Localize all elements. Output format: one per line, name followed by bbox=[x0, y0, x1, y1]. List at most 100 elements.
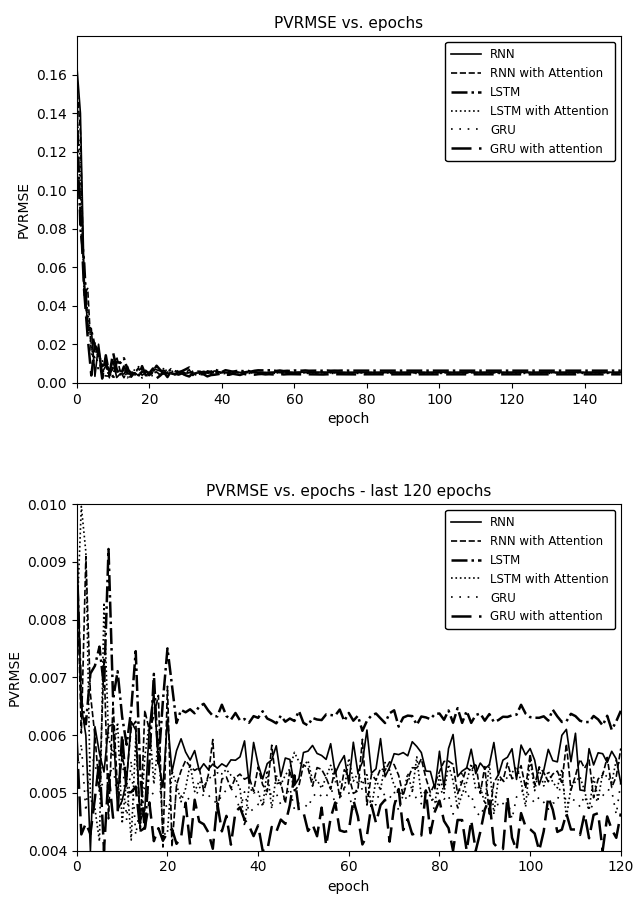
RNN bbox=[73, 60, 81, 71]
RNN bbox=[585, 743, 593, 754]
RNN with Attention bbox=[406, 367, 414, 378]
LSTM bbox=[406, 366, 414, 376]
RNN with Attention bbox=[458, 367, 465, 378]
RNN with Attention bbox=[159, 842, 167, 853]
GRU bbox=[610, 368, 618, 379]
LSTM with Attention bbox=[610, 367, 618, 378]
Line: GRU with attention: GRU with attention bbox=[77, 734, 621, 851]
LSTM bbox=[132, 646, 140, 657]
RNN bbox=[113, 372, 120, 383]
RNN bbox=[458, 367, 465, 377]
GRU bbox=[269, 368, 276, 379]
Title: PVRMSE vs. epochs: PVRMSE vs. epochs bbox=[274, 16, 424, 31]
RNN with Attention bbox=[422, 773, 429, 784]
RNN with Attention bbox=[132, 716, 140, 727]
RNN with Attention bbox=[120, 372, 128, 383]
GRU with attention bbox=[269, 369, 276, 380]
RNN bbox=[421, 367, 429, 377]
LSTM with Attention bbox=[617, 367, 625, 378]
GRU with attention bbox=[422, 785, 429, 795]
RNN with Attention bbox=[589, 792, 597, 803]
RNN with Attention bbox=[617, 367, 625, 378]
Line: LSTM with Attention: LSTM with Attention bbox=[77, 113, 621, 377]
GRU bbox=[313, 787, 321, 798]
RNN with Attention bbox=[73, 565, 81, 576]
GRU with attention bbox=[610, 369, 618, 380]
GRU bbox=[73, 127, 81, 138]
LSTM bbox=[422, 712, 429, 723]
Line: GRU: GRU bbox=[77, 744, 621, 835]
LSTM bbox=[73, 553, 81, 564]
LSTM with Attention bbox=[406, 367, 414, 378]
RNN bbox=[132, 725, 140, 736]
RNN with Attention bbox=[610, 367, 618, 378]
RNN with Attention bbox=[209, 734, 216, 745]
LSTM bbox=[105, 544, 113, 555]
RNN bbox=[204, 764, 212, 775]
GRU with attention bbox=[617, 808, 625, 819]
LSTM with Attention bbox=[458, 367, 465, 378]
Line: RNN with Attention: RNN with Attention bbox=[77, 557, 621, 847]
RNN with Attention bbox=[341, 367, 349, 378]
GRU bbox=[449, 809, 457, 820]
LSTM bbox=[141, 825, 148, 836]
LSTM with Attention bbox=[313, 775, 321, 786]
GRU with attention bbox=[136, 825, 144, 836]
GRU with attention bbox=[341, 369, 349, 380]
RNN bbox=[445, 743, 452, 754]
RNN with Attention bbox=[421, 367, 429, 378]
GRU bbox=[617, 776, 625, 787]
LSTM with Attention bbox=[136, 822, 144, 833]
LSTM with Attention bbox=[617, 759, 625, 770]
LSTM bbox=[209, 710, 216, 721]
GRU bbox=[341, 368, 349, 379]
RNN with Attention bbox=[82, 551, 90, 562]
GRU bbox=[136, 800, 144, 811]
RNN with Attention bbox=[449, 759, 457, 770]
LSTM with Attention bbox=[95, 836, 103, 847]
GRU bbox=[406, 368, 414, 379]
LSTM with Attention bbox=[77, 501, 85, 512]
LSTM with Attention bbox=[73, 617, 81, 628]
Line: RNN: RNN bbox=[77, 65, 621, 377]
RNN bbox=[341, 367, 349, 377]
LSTM bbox=[617, 705, 625, 716]
GRU with attention bbox=[449, 845, 457, 856]
RNN with Attention bbox=[269, 367, 276, 378]
GRU with attention bbox=[99, 373, 106, 384]
Legend: RNN, RNN with Attention, LSTM, LSTM with Attention, GRU, GRU with attention: RNN, RNN with Attention, LSTM, LSTM with… bbox=[445, 510, 615, 629]
GRU with attention bbox=[209, 843, 216, 854]
GRU with attention bbox=[617, 369, 625, 380]
LSTM with Attention bbox=[73, 108, 81, 119]
GRU bbox=[73, 775, 81, 786]
RNN bbox=[73, 539, 81, 550]
X-axis label: epoch: epoch bbox=[328, 880, 370, 894]
GRU bbox=[458, 368, 465, 379]
GRU bbox=[209, 795, 216, 806]
GRU with attention bbox=[118, 729, 126, 739]
Y-axis label: PVRMSE: PVRMSE bbox=[8, 649, 22, 706]
RNN with Attention bbox=[617, 743, 625, 754]
RNN bbox=[269, 367, 276, 377]
GRU bbox=[132, 830, 140, 841]
Line: LSTM: LSTM bbox=[77, 103, 621, 376]
RNN bbox=[617, 778, 625, 789]
LSTM with Attention bbox=[269, 367, 276, 378]
LSTM bbox=[589, 710, 597, 721]
LSTM with Attention bbox=[449, 776, 457, 786]
LSTM bbox=[421, 366, 429, 376]
RNN bbox=[610, 367, 618, 377]
Line: RNN with Attention: RNN with Attention bbox=[77, 84, 621, 377]
LSTM with Attention bbox=[421, 367, 429, 378]
LSTM with Attention bbox=[589, 772, 597, 783]
GRU bbox=[421, 368, 429, 379]
LSTM bbox=[610, 366, 618, 376]
LSTM bbox=[73, 98, 81, 109]
LSTM bbox=[313, 714, 321, 725]
LSTM with Attention bbox=[209, 771, 216, 782]
LSTM with Attention bbox=[341, 367, 349, 378]
X-axis label: epoch: epoch bbox=[328, 412, 370, 426]
RNN bbox=[617, 367, 625, 377]
LSTM bbox=[458, 366, 465, 376]
LSTM bbox=[269, 365, 276, 376]
